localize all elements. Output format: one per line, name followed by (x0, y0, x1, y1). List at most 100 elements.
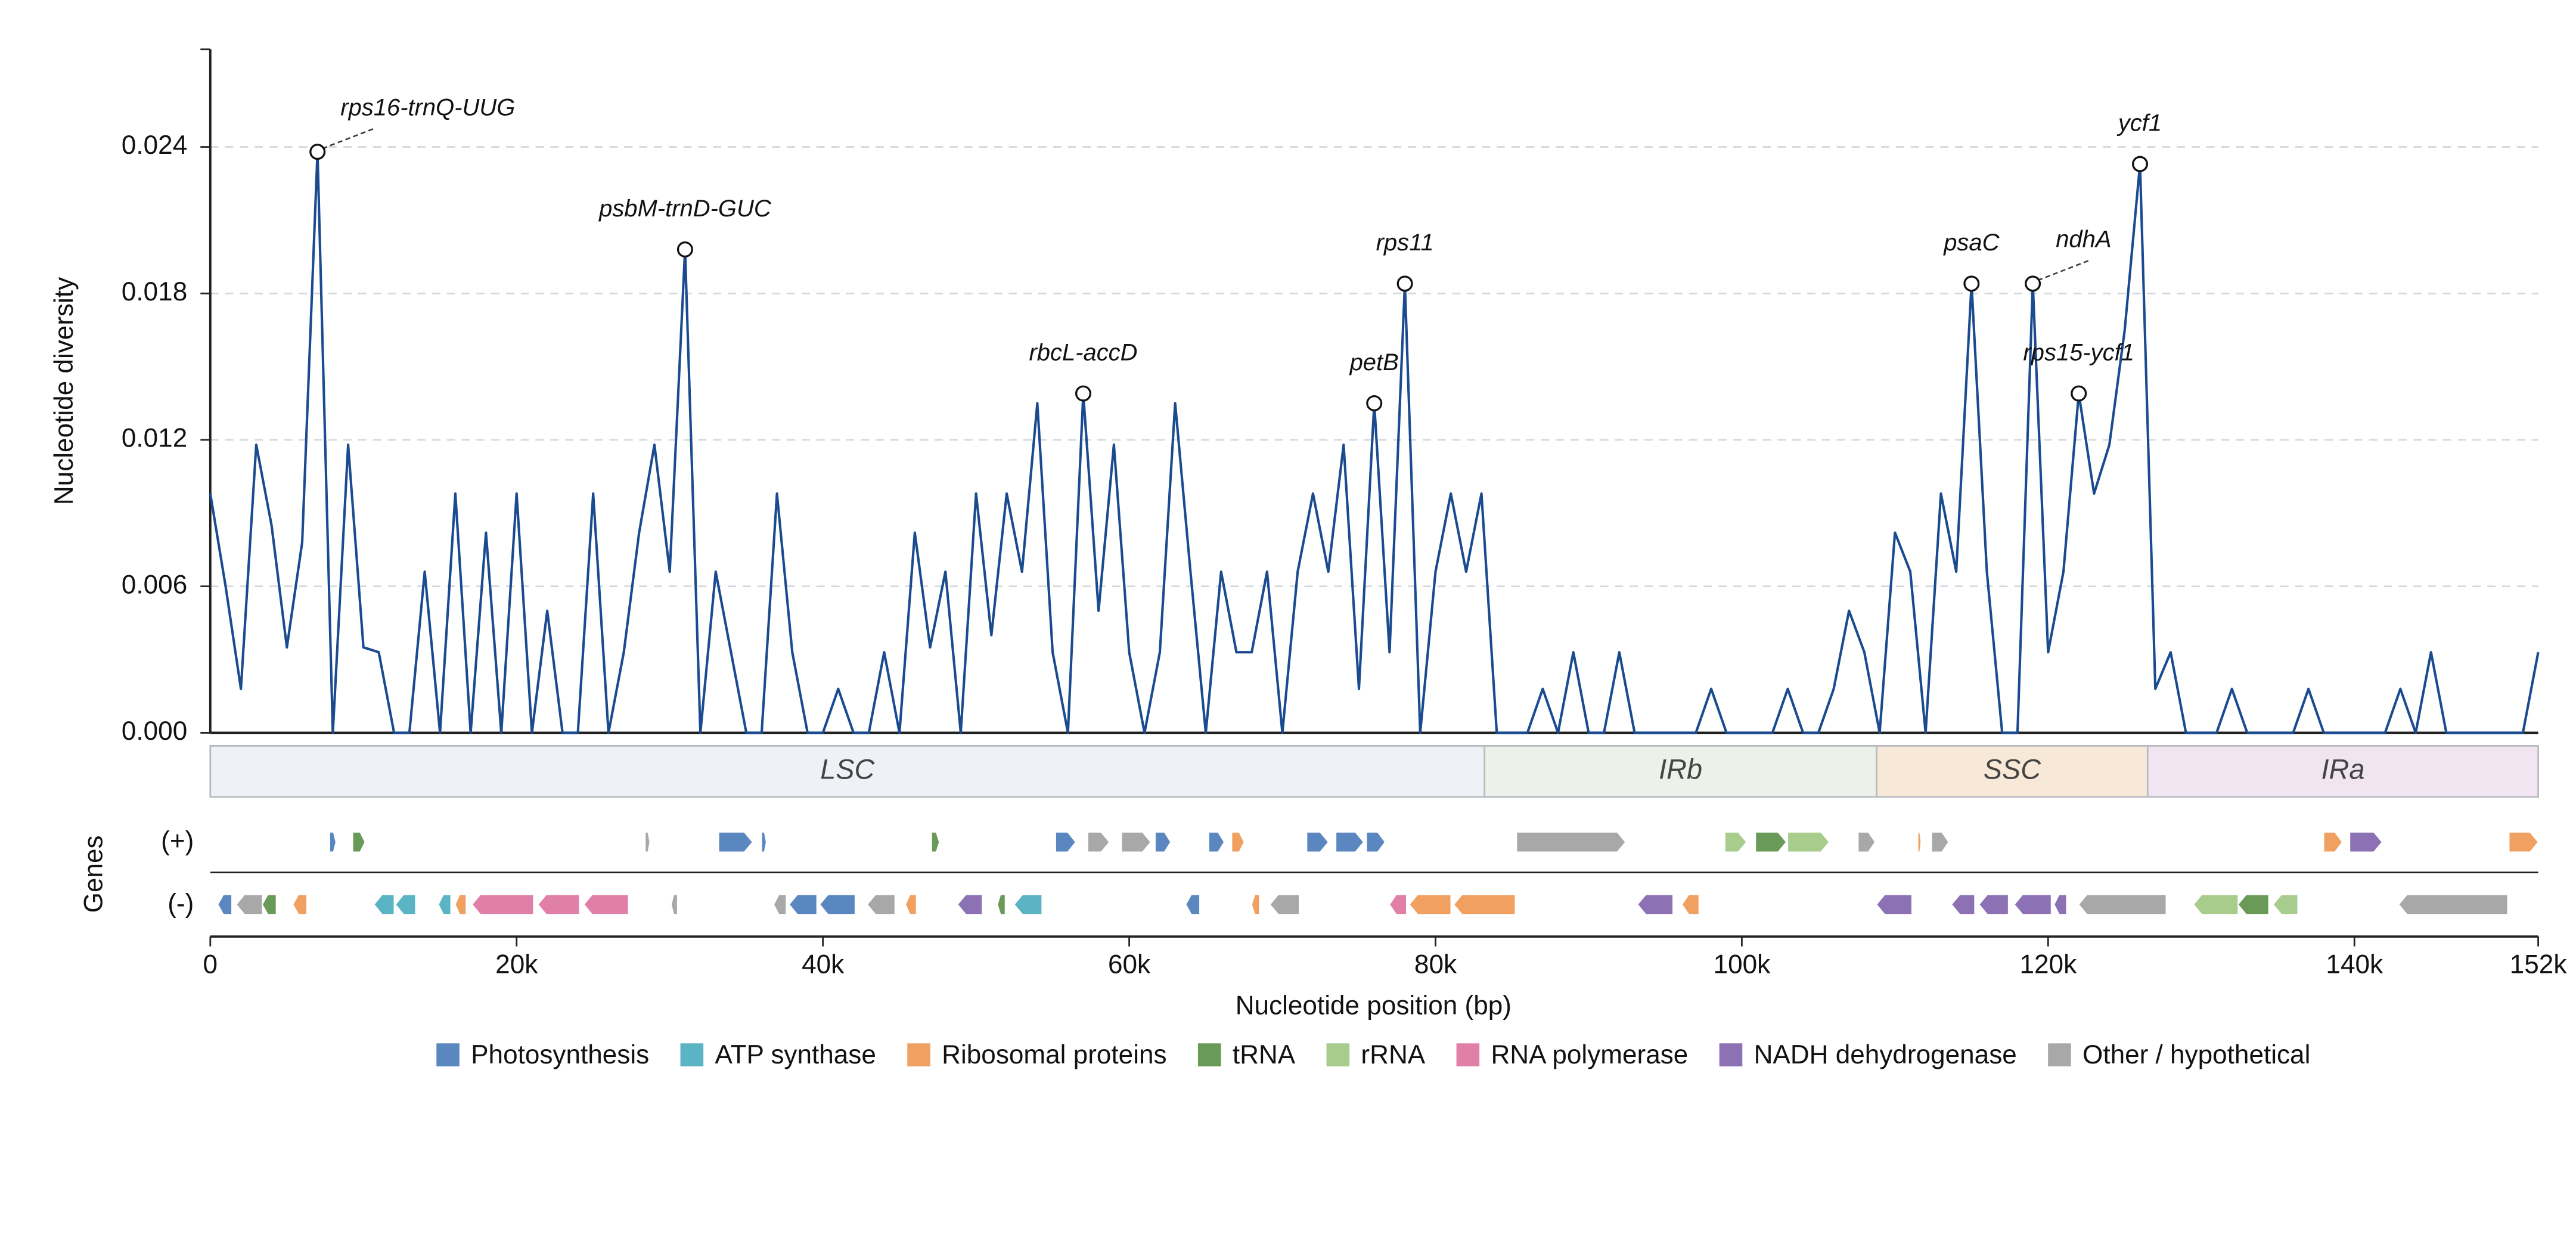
peak-marker (676, 241, 693, 258)
gene-arrow (1408, 894, 1451, 915)
gene-arrow (1055, 832, 1076, 852)
annotation-label: rps16-trnQ-UUG (340, 95, 515, 121)
gene-arrow (2013, 894, 2052, 915)
legend: Photosynthesis ATP synthase Ribosomal prot… (436, 1040, 2310, 1069)
legend-label: Other / hypothetical (2082, 1040, 2310, 1069)
gene-arrow (1366, 832, 1386, 852)
gene-arrow (1637, 894, 1674, 915)
region-label: SSC (1984, 753, 2041, 784)
peak-marker (309, 144, 326, 160)
x-tick-label: 152k (2510, 950, 2568, 979)
gene-arrow (235, 894, 263, 915)
gene-arrow (1185, 894, 1200, 915)
peak-marker (1963, 275, 1980, 292)
peak-marker (1075, 385, 1091, 402)
legend-swatch (1326, 1043, 1350, 1066)
legend-swatch (1197, 1043, 1221, 1066)
x-tick-label: 40k (802, 950, 845, 979)
gene-arrow (1876, 894, 1913, 915)
gene-arrow (867, 894, 896, 915)
gene-arrow (2509, 832, 2539, 852)
gene-arrow (2273, 894, 2298, 915)
x-tick-label: 100k (1714, 950, 1771, 979)
gene-arrow (2053, 894, 2067, 915)
gene-arrow (931, 832, 940, 852)
annotation-label: rps11 (1376, 229, 1434, 256)
y-axis-label: Nucleotide diversity (49, 277, 79, 505)
gene-arrow (292, 894, 308, 915)
x-tick-label: 120k (2020, 950, 2078, 979)
legend-label: RNA polymerase (1491, 1040, 1688, 1069)
gene-arrow (437, 894, 451, 915)
gene-arrow (1453, 894, 1516, 915)
gene-arrow (217, 894, 232, 915)
gene-arrow (1251, 894, 1260, 915)
gene-arrow (329, 832, 337, 852)
gene-arrow (789, 894, 818, 915)
gene-arrow (2237, 894, 2270, 915)
peak-marker (2071, 385, 2087, 402)
region-label: IRb (1659, 753, 1702, 784)
gene-arrow (1951, 894, 1975, 915)
gene-arrow (1154, 832, 1171, 852)
x-tick-label: 0 (203, 950, 218, 979)
gene-arrow (2349, 832, 2383, 852)
annotation-label: ndhA (2056, 227, 2111, 253)
region-band (209, 745, 1486, 798)
legend-label: Photosynthesis (471, 1040, 649, 1069)
gene-arrow (1121, 832, 1152, 852)
gene-arrow (1516, 832, 1627, 852)
gene-arrow (1013, 894, 1042, 915)
legend-swatch (1719, 1043, 1743, 1066)
y-tick-label: 0.006 (122, 570, 187, 599)
legend-swatch (1456, 1043, 1480, 1066)
legend-swatch (2048, 1043, 2071, 1066)
gene-arrow (395, 894, 416, 915)
legend-label: rRNA (1361, 1040, 1425, 1069)
annotation-label: psaC (1943, 229, 2000, 256)
gene-arrow (644, 832, 650, 852)
legend-label: Ribosomal proteins (942, 1040, 1166, 1069)
gene-arrow (1335, 832, 1364, 852)
x-tick-label: 140k (2326, 950, 2383, 979)
gene-arrow (1231, 832, 1245, 852)
gene-arrow (761, 832, 767, 852)
leader-line (2037, 260, 2089, 281)
region-band (1483, 745, 1877, 798)
gene-arrow (455, 894, 467, 915)
gene-arrow (471, 894, 534, 915)
gene-arrow (583, 894, 629, 915)
y-tick-label: 0.012 (122, 424, 187, 453)
peak-marker (1366, 395, 1383, 411)
legend-swatch (680, 1043, 704, 1066)
gene-arrow (1306, 832, 1329, 852)
gene-arrow (2193, 894, 2239, 915)
x-tick-label: 60k (1108, 950, 1151, 979)
gene-arrow (1931, 832, 1950, 852)
legend-swatch (907, 1043, 930, 1066)
gene-arrow (1787, 832, 1830, 852)
gene-arrow (1681, 894, 1700, 915)
gene-arrow (671, 894, 678, 915)
annotation-label: ycf1 (2116, 110, 2162, 137)
gene-arrow (1755, 832, 1787, 852)
peak-marker (2025, 275, 2041, 292)
gene-arrow (1208, 832, 1225, 852)
x-tick-label: 80k (1414, 950, 1457, 979)
y-tick-label: 0.024 (122, 131, 187, 160)
annotation-label: rbcL-accD (1029, 340, 1137, 366)
x-axis-label: Nucleotide position (bp) (1236, 991, 1512, 1020)
x-tick-label: 20k (495, 950, 538, 979)
annotation-label: petB (1349, 349, 1399, 376)
peak-marker (2131, 156, 2149, 172)
gene-arrow (537, 894, 580, 915)
region-band (2146, 745, 2539, 798)
strand-label: (+) (161, 827, 194, 856)
gene-arrow (1087, 832, 1110, 852)
legend-label: tRNA (1233, 1040, 1296, 1069)
region-label: IRa (2321, 753, 2365, 784)
region-band (1876, 745, 2149, 798)
gene-arrow (1978, 894, 2009, 915)
gene-arrow (997, 894, 1006, 915)
